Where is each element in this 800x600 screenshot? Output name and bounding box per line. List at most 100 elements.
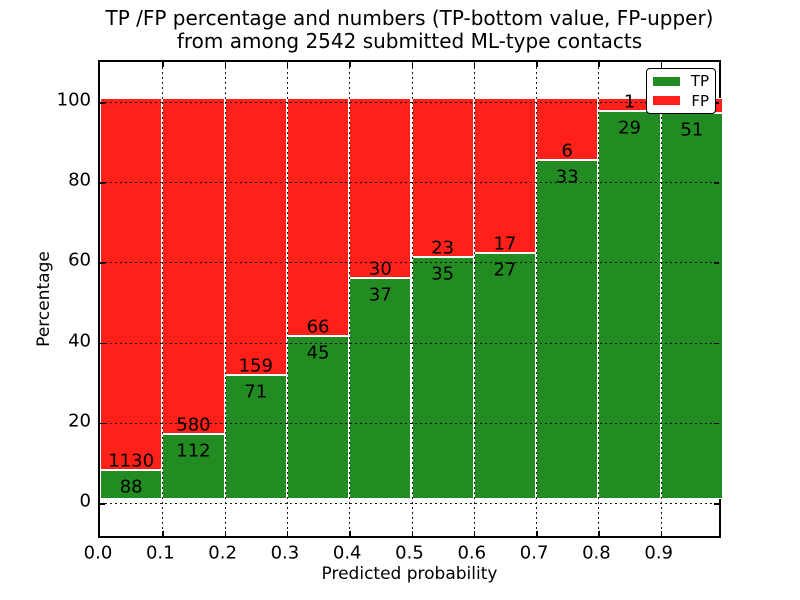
x-tick-mark <box>286 531 289 536</box>
legend-item-tp: TP <box>653 72 709 90</box>
x-tick-mark <box>349 531 351 536</box>
x-tick-label: 0.1 <box>145 542 175 564</box>
x-gridline <box>536 62 538 536</box>
tp-count-label: 29 <box>618 117 641 139</box>
plot-area: 88 1130 112 580 71 159 45 66 37 30 35 23 27 17 33 6 29 1 5… <box>98 60 723 538</box>
x-tick-label: 0.6 <box>457 542 487 564</box>
y-gridline <box>100 182 719 184</box>
fp-count-label: 1130 <box>108 450 155 472</box>
tp-count-label: 71 <box>244 381 268 403</box>
x-gridline <box>411 62 413 536</box>
x-tick-mark <box>411 62 413 67</box>
fp-count-label: 6 <box>561 140 573 162</box>
fp-bar-segment <box>411 98 474 258</box>
legend-label-fp: FP <box>691 91 709 110</box>
y-gridline <box>100 102 719 103</box>
tp-count-label: 45 <box>306 342 330 364</box>
x-gridline <box>224 62 226 536</box>
y-tick-mark <box>100 182 105 184</box>
tp-count-label: 37 <box>368 284 392 306</box>
x-tick-label: 0.7 <box>519 542 549 564</box>
y-tick-label: 100 <box>56 89 91 111</box>
fp-swatch-icon <box>653 96 680 106</box>
y-tick-mark <box>100 262 105 264</box>
y-tick-mark <box>100 422 105 425</box>
fp-bar-segment <box>224 98 287 376</box>
x-gridline <box>349 62 351 536</box>
x-tick-mark <box>224 62 227 67</box>
x-gridline <box>660 62 662 536</box>
x-tick-label: 0.0 <box>83 542 113 564</box>
x-gridline <box>598 62 600 536</box>
fp-count-label: 580 <box>176 414 211 436</box>
fp-bar-segment <box>349 98 412 278</box>
y-tick-label: 60 <box>68 249 91 271</box>
tp-bar-segment <box>660 113 723 499</box>
fp-bar-segment <box>162 98 225 435</box>
x-tick-label: 0.4 <box>332 542 362 564</box>
x-tick-mark <box>660 531 663 536</box>
x-tick-mark <box>536 531 538 536</box>
fp-count-label: 159 <box>238 355 273 377</box>
y-tick-mark <box>714 342 719 345</box>
chart-title-line1: TP /FP percentage and numbers (TP-bottom… <box>105 6 714 30</box>
y-tick-mark <box>714 503 719 505</box>
x-axis-label: Predicted probability <box>321 564 498 584</box>
fp-bar-segment <box>536 98 599 160</box>
x-tick-mark <box>598 62 600 67</box>
x-tick-label: 0.5 <box>395 542 424 564</box>
fp-count-label: 66 <box>306 316 330 338</box>
fp-bar-segment <box>100 98 163 471</box>
x-gridline <box>286 62 288 536</box>
y-tick-mark <box>100 102 105 104</box>
tp-bar-segment <box>536 159 599 499</box>
tp-bar-segment <box>598 111 661 499</box>
x-tick-mark <box>349 62 351 67</box>
x-tick-mark <box>660 62 663 67</box>
x-tick-label: 0.8 <box>582 542 611 564</box>
tp-count-label: 112 <box>176 440 211 462</box>
fp-bar-segment <box>473 98 537 253</box>
y-axis-label: Percentage <box>34 251 54 347</box>
x-tick-mark <box>224 531 227 536</box>
fp-bar-segment <box>286 98 350 337</box>
y-gridline <box>100 503 719 504</box>
chart-title: TP /FP percentage and numbers (TP-bottom… <box>98 7 721 53</box>
tp-count-label: 88 <box>119 476 143 498</box>
tp-bar-segment <box>349 277 412 499</box>
tp-count-label: 33 <box>555 166 579 188</box>
x-tick-mark <box>473 62 476 67</box>
x-tick-mark <box>411 531 413 536</box>
legend-item-fp: FP <box>653 92 709 110</box>
legend-label-tp: TP <box>690 72 709 91</box>
x-gridline <box>473 62 475 536</box>
y-tick-mark <box>100 342 105 345</box>
tp-count-label: 35 <box>431 263 455 285</box>
y-tick-mark <box>714 262 719 264</box>
x-gridline <box>162 62 164 536</box>
y-tick-label: 20 <box>68 410 91 432</box>
y-gridline <box>100 262 719 264</box>
tp-bar-segment <box>100 470 163 499</box>
x-tick-label: 0.2 <box>208 542 237 564</box>
y-tick-mark <box>714 182 719 184</box>
x-tick-mark <box>286 62 289 67</box>
y-tick-label: 80 <box>68 169 91 191</box>
y-tick-mark <box>100 503 105 505</box>
y-tick-mark <box>714 102 719 104</box>
x-tick-mark <box>162 62 164 67</box>
fp-count-label: 17 <box>493 233 517 255</box>
fp-count-label: 30 <box>368 258 392 280</box>
legend: TP FP <box>646 68 716 114</box>
tp-swatch-icon <box>653 76 680 86</box>
y-tick-label: 40 <box>68 330 91 352</box>
tp-count-label: 51 <box>680 119 704 141</box>
chart-title-line2: from among 2542 submitted ML-type contac… <box>176 29 643 53</box>
fp-count-label: 1 <box>623 91 636 113</box>
x-tick-mark <box>536 62 538 67</box>
tp-count-label: 27 <box>493 259 517 281</box>
x-tick-mark <box>598 531 600 536</box>
tp-bar-segment <box>473 252 537 499</box>
fp-count-label: 23 <box>431 237 455 259</box>
